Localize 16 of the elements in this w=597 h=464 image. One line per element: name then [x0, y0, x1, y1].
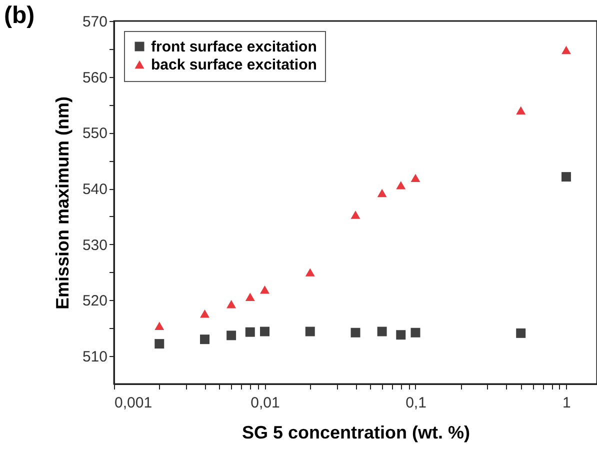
y-tick-label: 540 [82, 181, 108, 198]
x-tick-label: 0,01 [250, 394, 280, 412]
x-axis-title: SG 5 concentration (wt. %) [242, 422, 470, 442]
y-tick-label: 510 [82, 348, 108, 366]
x-tick-label: 0,001 [114, 394, 152, 412]
y-tick-label: 530 [82, 236, 108, 254]
x-tick-label: 0,1 [406, 394, 426, 412]
y-tick-label: 570 [82, 14, 108, 30]
y-tick-label: 560 [82, 69, 108, 86]
chart-title: (b) [4, 2, 35, 29]
y-tick-label: 520 [82, 292, 108, 310]
y-tick-label: 550 [82, 125, 108, 142]
legend-label: front surface excitation [151, 38, 317, 56]
y-axis-title: Emission maximum (nm) [52, 96, 72, 310]
legend-label: back surface excitation [151, 56, 317, 74]
x-tick-label: 1 [562, 394, 571, 412]
